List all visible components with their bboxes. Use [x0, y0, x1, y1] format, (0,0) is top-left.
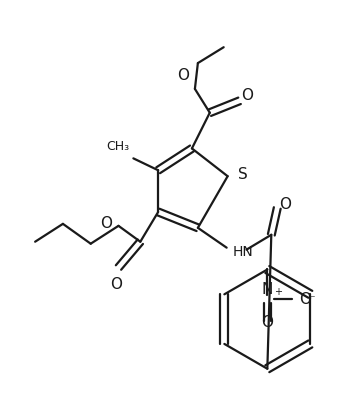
- Text: O: O: [279, 196, 291, 211]
- Text: O: O: [110, 277, 122, 292]
- Text: O: O: [241, 88, 253, 103]
- Text: O: O: [177, 68, 189, 83]
- Text: N: N: [262, 282, 273, 297]
- Text: O: O: [101, 216, 113, 231]
- Text: ⁻: ⁻: [308, 293, 315, 306]
- Text: O: O: [299, 292, 311, 307]
- Text: CH₃: CH₃: [106, 140, 129, 153]
- Text: O: O: [261, 315, 273, 330]
- Text: S: S: [237, 167, 247, 182]
- Text: HN: HN: [233, 245, 253, 258]
- Text: +: +: [274, 287, 282, 297]
